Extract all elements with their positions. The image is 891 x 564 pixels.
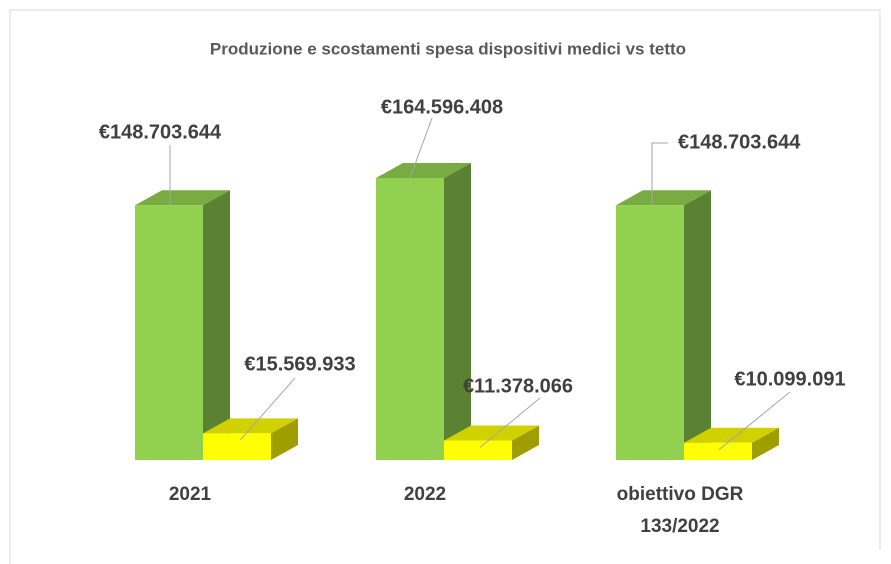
bar-top: [376, 163, 471, 178]
data-label: €15.569.933: [244, 353, 355, 375]
bar: [203, 418, 298, 460]
bar-side: [512, 425, 539, 460]
leader-line: [718, 391, 791, 451]
data-label: €164.596.408: [381, 96, 503, 118]
bar: [376, 163, 471, 460]
bar-top: [135, 190, 230, 206]
leader-line: [239, 377, 296, 441]
bar: [684, 427, 779, 460]
bar-front: [444, 440, 512, 460]
chart-border: [9, 9, 881, 564]
bar: [616, 190, 711, 461]
x-tick-label-line: obiettivo DGR: [617, 484, 744, 505]
data-label: €148.703.644: [678, 131, 801, 153]
bar-front: [135, 205, 203, 460]
bar-side: [752, 427, 779, 460]
bar-front: [203, 433, 271, 460]
data-label: €10.099.091: [734, 368, 845, 390]
bar-side: [444, 163, 471, 460]
x-tick-label: 2021: [169, 484, 212, 505]
bar-top: [616, 190, 711, 206]
bar-front: [616, 205, 684, 460]
bar-front: [376, 178, 444, 460]
data-label: €148.703.644: [99, 121, 222, 143]
bar: [135, 190, 230, 461]
leader-line: [409, 117, 433, 179]
bar-top: [444, 425, 539, 441]
data-label: €11.378.066: [463, 375, 573, 397]
bar-top: [203, 418, 298, 434]
bar-side: [684, 190, 711, 461]
bar-front: [684, 442, 752, 460]
x-tick-label-line: 133/2022: [640, 516, 719, 537]
bar: [444, 425, 539, 460]
x-tick-label: obiettivo DGR 133/2022: [617, 484, 744, 537]
chart-title: Produzione e scostamenti spesa dispositi…: [210, 39, 686, 58]
bar-side: [271, 418, 298, 460]
leader-line: [651, 142, 668, 206]
bar-top: [684, 427, 779, 443]
bar-side: [203, 190, 230, 461]
leader-line: [479, 397, 541, 448]
x-tick-label: 2022: [404, 484, 446, 505]
